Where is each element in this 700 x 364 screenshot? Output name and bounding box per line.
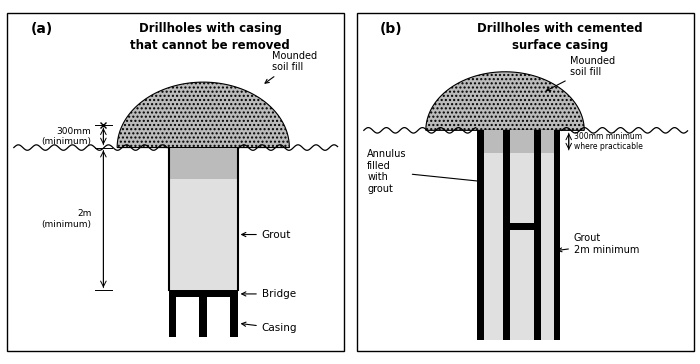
Bar xyxy=(169,297,176,337)
Text: Mounded
soil fill: Mounded soil fill xyxy=(265,51,317,83)
Bar xyxy=(169,179,238,290)
Bar xyxy=(477,130,560,153)
Bar xyxy=(554,130,560,340)
Bar xyxy=(169,290,238,297)
Bar xyxy=(477,130,484,340)
Text: Grout
2m minimum: Grout 2m minimum xyxy=(558,233,639,255)
Bar xyxy=(169,147,238,179)
Text: 2m
(minimum): 2m (minimum) xyxy=(41,209,91,229)
Text: Drillholes with casing: Drillholes with casing xyxy=(139,22,281,35)
Text: Bridge: Bridge xyxy=(241,289,296,299)
Text: Casing: Casing xyxy=(241,322,298,333)
Text: surface casing: surface casing xyxy=(512,39,608,52)
Bar xyxy=(199,297,207,337)
Polygon shape xyxy=(117,82,289,147)
Bar xyxy=(503,223,540,230)
Text: Mounded
soil fill: Mounded soil fill xyxy=(547,56,615,91)
Text: Annulus
filled
with
grout: Annulus filled with grout xyxy=(368,149,483,194)
Text: 300mm
(minimum): 300mm (minimum) xyxy=(41,127,91,146)
Text: (a): (a) xyxy=(30,22,52,36)
Bar xyxy=(230,297,238,337)
Polygon shape xyxy=(426,72,584,130)
Text: Drillholes with cemented: Drillholes with cemented xyxy=(477,22,643,35)
Text: that cannot be removed: that cannot be removed xyxy=(130,39,290,52)
Text: (b): (b) xyxy=(380,22,402,36)
Bar xyxy=(534,130,540,340)
Bar xyxy=(503,130,510,340)
Text: 300mm minimum
where practicable: 300mm minimum where practicable xyxy=(574,132,643,151)
Text: Grout: Grout xyxy=(241,230,291,240)
Bar xyxy=(477,153,560,340)
